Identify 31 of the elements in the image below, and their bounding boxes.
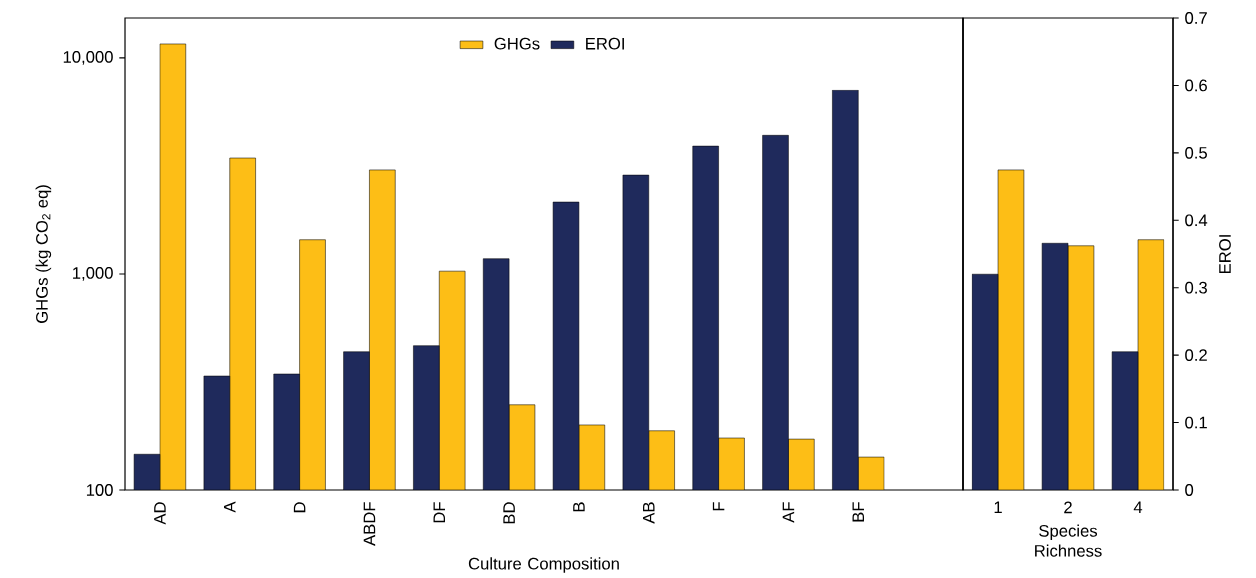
x-tick-label: 1 [994, 501, 1002, 513]
y2-tick-label: 0.7 [1185, 11, 1207, 24]
y2-tick-label: 0.6 [1185, 79, 1207, 92]
y-tick-label: 100 [86, 483, 113, 496]
x-tick-label: 4 [1133, 501, 1143, 513]
x-tick-label: F [712, 501, 725, 511]
y2-tick-label: 0.4 [1185, 214, 1208, 226]
y-axis-title: GHGs (kg CO$_{2}$ eq) [35, 185, 52, 323]
y2-axis-title: EROI [1219, 234, 1231, 273]
x-tick-label: AB [643, 502, 655, 524]
legend-label: GHGs [494, 37, 540, 50]
x-tick-label: DF [433, 501, 445, 523]
x-axis-title: Culture Composition [468, 557, 619, 573]
x-tick-label: B [573, 502, 585, 512]
y2-tick-label: 0.2 [1185, 349, 1207, 361]
x-tick-label: D [293, 502, 306, 512]
legend-label: EROI [586, 37, 624, 50]
x-tick-label: 2 [1064, 501, 1072, 513]
x-tick-label: BF [852, 501, 864, 522]
y-tick-label: 1,000 [73, 266, 113, 281]
y2-tick-label: 0.5 [1185, 146, 1207, 159]
x-tick-label: ABDF [363, 501, 376, 546]
x-tick-label: A [224, 501, 236, 513]
x-axis-title: Species Richness [1035, 524, 1102, 557]
y-tick-label: 10,000 [63, 50, 113, 65]
x-tick-label: AD [154, 502, 166, 525]
y2-tick-label: 0.1 [1185, 416, 1207, 429]
x-tick-label: BD [503, 502, 515, 524]
y2-tick-label: 0.3 [1185, 281, 1207, 294]
x-tick-label: AF [782, 501, 795, 523]
y2-tick-label: 0 [1185, 483, 1194, 496]
